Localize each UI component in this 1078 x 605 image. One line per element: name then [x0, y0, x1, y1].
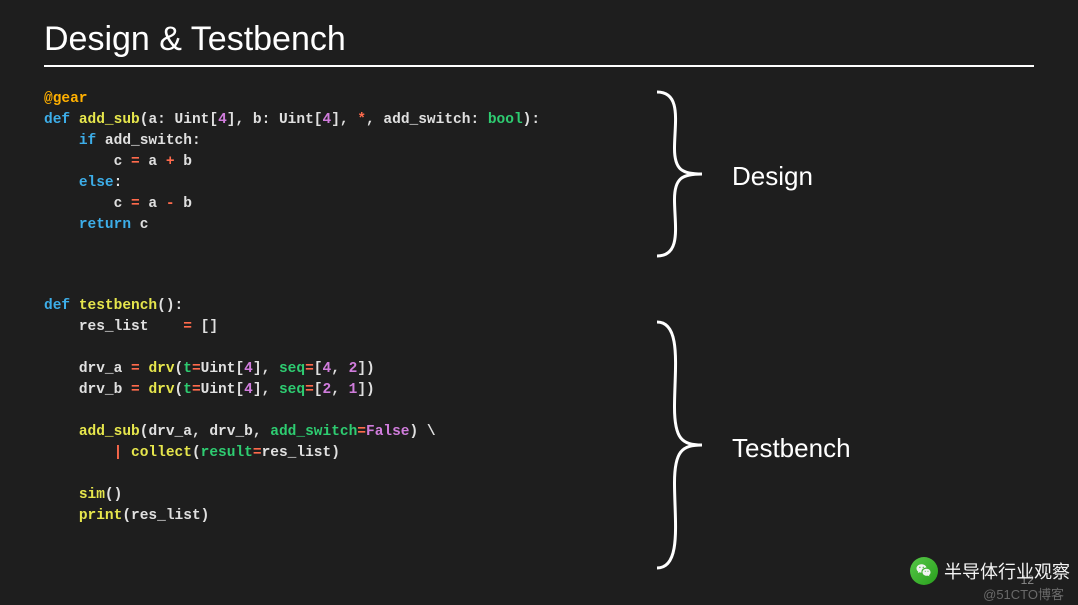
- code-block-design: @gear def add_sub(a: Uint[4], b: Uint[4]…: [44, 89, 644, 236]
- label-design: Design: [732, 161, 813, 192]
- code-column: @gear def add_sub(a: Uint[4], b: Uint[4]…: [44, 89, 644, 527]
- watermark-blog: @51CTO博客: [983, 584, 1064, 603]
- annotation-column: Design Testbench: [644, 89, 1034, 527]
- curly-brace-icon: [652, 89, 712, 259]
- watermark-text: 半导体行业观察: [944, 558, 1070, 584]
- brace-design: Design: [652, 89, 712, 259]
- curly-brace-icon: [652, 319, 712, 571]
- page-title: Design & Testbench: [44, 20, 1034, 67]
- label-testbench: Testbench: [732, 433, 851, 464]
- brace-testbench: Testbench: [652, 319, 712, 571]
- code-block-testbench: def testbench(): res_list = [] drv_a = d…: [44, 296, 644, 527]
- watermark-wechat: 半导体行业观察: [910, 557, 1070, 585]
- wechat-icon: [910, 557, 938, 585]
- content-area: @gear def add_sub(a: Uint[4], b: Uint[4]…: [44, 89, 1034, 527]
- slide: Design & Testbench @gear def add_sub(a: …: [0, 0, 1078, 547]
